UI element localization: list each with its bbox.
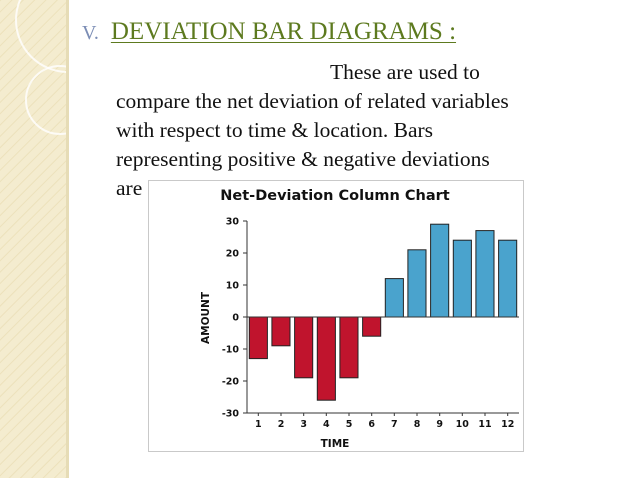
bars-group xyxy=(248,223,518,401)
bar-6 xyxy=(362,316,382,337)
x-tick-label: 9 xyxy=(436,419,443,430)
bar-7 xyxy=(384,278,404,318)
heading-number: V. xyxy=(82,22,99,44)
x-tick-label: 6 xyxy=(368,419,375,430)
net-deviation-chart: Net-Deviation Column Chart TIME AMOUNT 3… xyxy=(200,188,519,450)
decorative-sidebar xyxy=(0,0,66,478)
x-axis-label: TIME xyxy=(321,438,350,450)
y-tick-label: 30 xyxy=(226,217,240,228)
bar-2 xyxy=(271,316,291,347)
bar-10 xyxy=(452,239,472,318)
x-tick-label: 10 xyxy=(456,419,470,430)
x-tick-label: 12 xyxy=(501,419,514,430)
bar-11 xyxy=(475,230,495,318)
y-tick-label: 10 xyxy=(226,281,240,292)
slide-body: These are used to compare the net deviat… xyxy=(116,58,586,203)
y-tick-label: -10 xyxy=(222,345,240,356)
x-tick-label: 5 xyxy=(346,419,353,430)
x-tick-label: 4 xyxy=(323,419,330,430)
x-tick-label: 11 xyxy=(478,419,491,430)
x-ticks-group: 1 2 3 4 5 6 7 8 9 10 11 12 xyxy=(255,419,514,430)
bar-3 xyxy=(294,316,314,379)
body-line-4: representing positive & negative deviati… xyxy=(116,147,490,171)
slide-heading: V. DEVIATION BAR DIAGRAMS : xyxy=(82,18,456,46)
x-tick-label: 7 xyxy=(391,419,398,430)
y-tick-label: -30 xyxy=(222,409,240,420)
y-tick-label: -20 xyxy=(222,377,240,388)
x-tick-label: 8 xyxy=(414,419,421,430)
chart-title: Net-Deviation Column Chart xyxy=(220,188,450,204)
sidebar-edge xyxy=(66,0,69,478)
sidebar-pattern xyxy=(0,0,66,478)
x-tick-label: 3 xyxy=(300,419,307,430)
body-line-1: These are used to xyxy=(330,60,480,84)
body-line-5: are xyxy=(116,176,143,200)
axes-group xyxy=(243,220,519,416)
decor-circle-small xyxy=(25,65,66,135)
y-tick-label: 20 xyxy=(226,249,240,260)
y-ticks-group: 30 20 10 0 -10 -20 -30 xyxy=(222,217,240,420)
bar-8 xyxy=(407,249,427,318)
bar-1 xyxy=(248,316,268,360)
y-axis-label: AMOUNT xyxy=(200,291,212,344)
bar-12 xyxy=(498,239,518,318)
bar-9 xyxy=(430,223,450,318)
body-line-3: with respect to time & location. Bars xyxy=(116,118,434,142)
x-tick-label: 1 xyxy=(255,419,262,430)
heading-title: DEVIATION BAR DIAGRAMS : xyxy=(110,18,457,45)
x-tick-label: 2 xyxy=(278,419,285,430)
bar-5 xyxy=(339,316,359,379)
body-line-2: compare the net deviation of related var… xyxy=(116,89,509,113)
bar-4 xyxy=(316,316,336,401)
decor-circle-large xyxy=(15,0,66,73)
chart-container: Net-Deviation Column Chart TIME AMOUNT 3… xyxy=(148,180,524,452)
y-tick-label: 0 xyxy=(232,313,239,324)
